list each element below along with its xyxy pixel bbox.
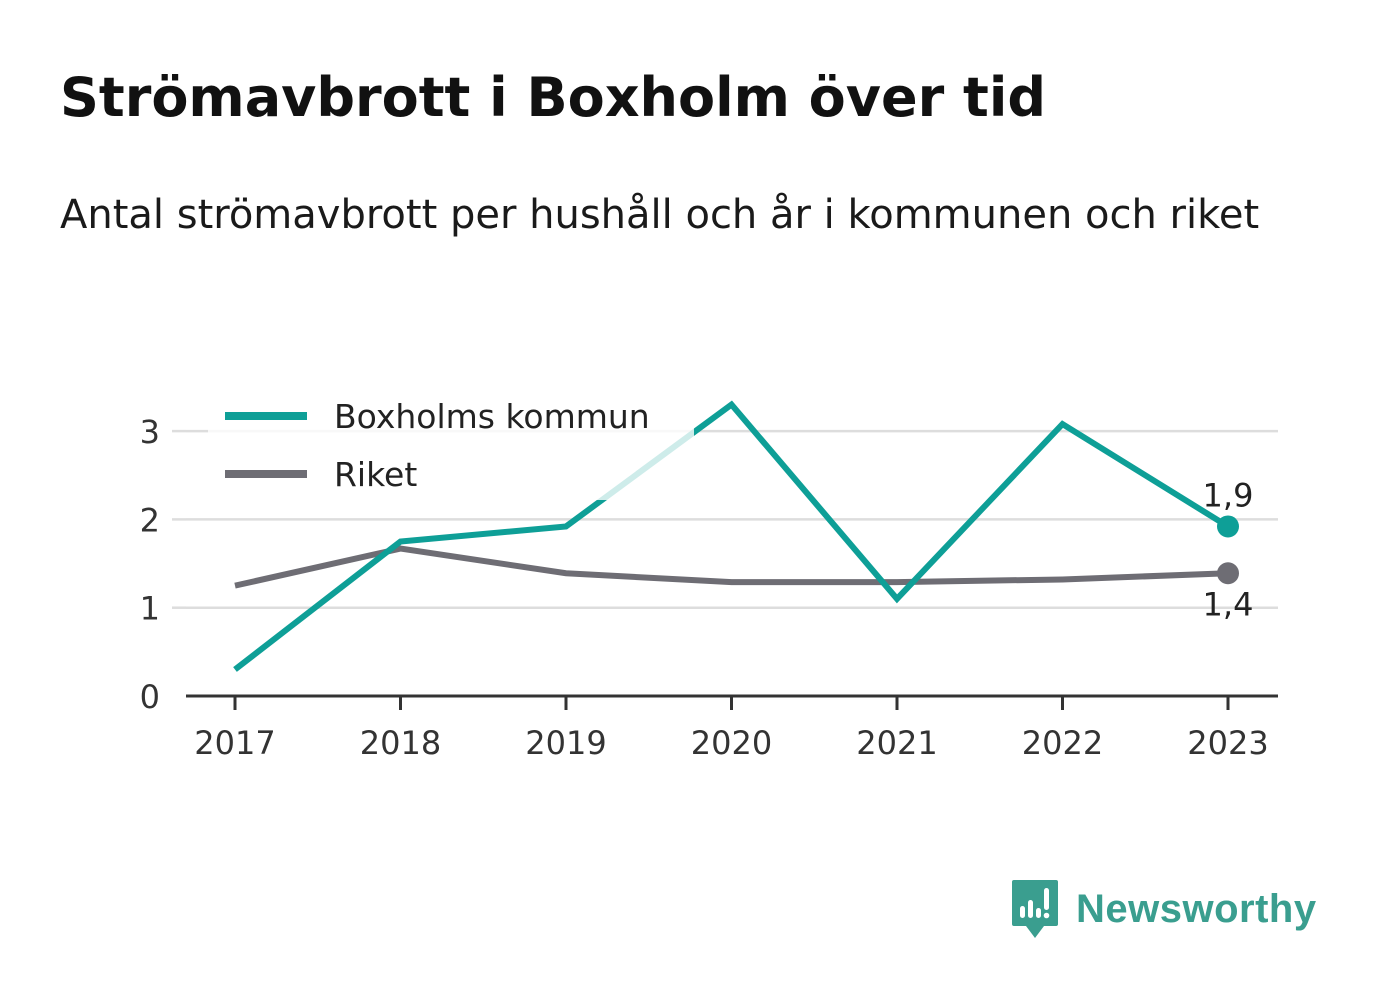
end-labels: 1,9 1,4 — [1203, 476, 1254, 623]
y-tick-label: 2 — [140, 501, 160, 539]
x-tick-label: 2019 — [525, 724, 606, 762]
chart-title: Strömavbrott i Boxholm över tid — [60, 66, 1047, 129]
legend-label: Boxholms kommun — [334, 397, 650, 436]
x-tick-label: 2021 — [856, 724, 937, 762]
legend: Boxholms kommun Riket — [208, 392, 694, 500]
chart-subtitle: Antal strömavbrott per hushåll och år i … — [60, 192, 1260, 238]
y-tick-label: 1 — [140, 590, 160, 628]
legend-label: Riket — [334, 455, 417, 494]
y-tick-label: 3 — [140, 413, 160, 451]
x-tick-label: 2020 — [691, 724, 772, 762]
y-tick-label: 0 — [140, 678, 160, 716]
x-tick-label: 2023 — [1187, 724, 1268, 762]
newsworthy-logo-icon — [1012, 880, 1058, 938]
end-value-label: 1,4 — [1203, 585, 1254, 623]
legend-background — [208, 392, 694, 500]
series-line-riket — [234, 545, 1229, 589]
end-point-riket — [1217, 562, 1239, 585]
x-tick-label: 2018 — [360, 724, 441, 762]
end-value-label: 1,9 — [1203, 476, 1254, 514]
newsworthy-brand: Newsworthy — [1010, 878, 1317, 940]
series-line-boxholms-kommun — [233, 400, 1230, 672]
x-tick-label: 2017 — [194, 724, 275, 762]
axes: 0 1 2 3 2017 2018 2019 2020 2021 2022 2023 — [140, 413, 1278, 762]
brand-name: Newsworthy — [1076, 886, 1317, 931]
x-tick-label: 2022 — [1022, 724, 1103, 762]
end-point-boxholms-kommun — [1217, 515, 1239, 538]
series-lines — [233, 400, 1239, 672]
